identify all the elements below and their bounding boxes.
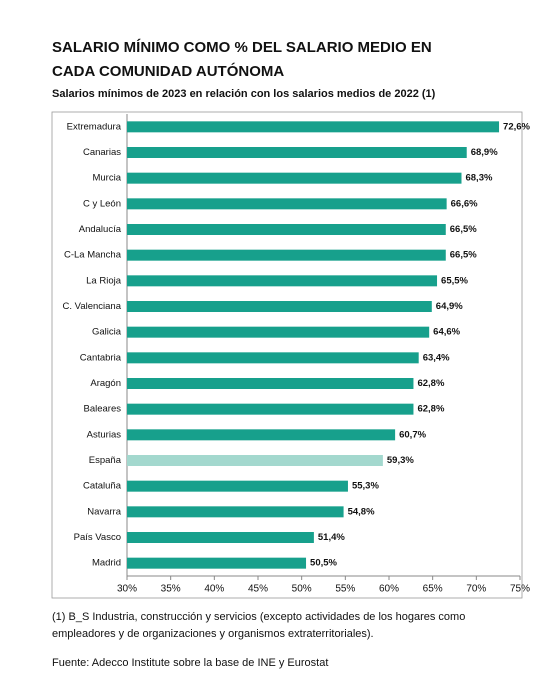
bar <box>127 121 500 133</box>
bar <box>127 301 432 312</box>
value-label: 54,8% <box>348 506 375 517</box>
x-tick-label: 45% <box>248 584 268 595</box>
x-tick-label: 35% <box>161 584 181 595</box>
y-tick-label: Cantabria <box>80 352 122 363</box>
value-label: 51,4% <box>318 532 345 543</box>
bar <box>127 532 314 543</box>
y-tick-label: C. Valenciana <box>63 301 122 312</box>
x-tick-label: 65% <box>423 584 443 595</box>
value-label: 66,5% <box>450 250 477 261</box>
value-label: 62,8% <box>417 378 444 389</box>
value-label: 72,6% <box>503 121 530 132</box>
y-tick-label: Asturias <box>87 429 122 440</box>
value-label: 65,5% <box>441 275 468 286</box>
value-label: 50,5% <box>310 558 337 569</box>
x-tick-label: 30% <box>117 584 137 595</box>
y-tick-label: Madrid <box>92 558 121 569</box>
value-label: 68,9% <box>471 147 498 158</box>
y-tick-label: Andalucía <box>79 224 122 235</box>
y-tick-label: C-La Mancha <box>64 250 122 261</box>
bar <box>127 249 446 261</box>
y-tick-label: Murcia <box>92 173 121 184</box>
y-tick-label: Cataluña <box>83 481 122 492</box>
bar <box>127 224 446 235</box>
footnote: (1) B_S Industria, construcción y servic… <box>52 611 466 640</box>
y-tick-label: España <box>89 455 122 466</box>
value-label: 68,3% <box>465 173 492 184</box>
bar <box>127 480 348 492</box>
bar <box>127 275 438 287</box>
bar <box>127 506 344 518</box>
x-tick-label: 55% <box>335 584 355 595</box>
y-tick-label: La Rioja <box>86 275 122 286</box>
value-label: 64,9% <box>436 301 463 312</box>
y-tick-label: Baleares <box>84 404 122 415</box>
value-label: 55,3% <box>352 481 379 492</box>
x-tick-label: 50% <box>292 584 312 595</box>
value-label: 62,8% <box>417 404 444 415</box>
y-tick-label: Canarias <box>83 147 121 158</box>
y-tick-label: Aragón <box>90 378 121 389</box>
value-label: 66,6% <box>451 198 478 209</box>
y-tick-label: C y León <box>83 198 121 209</box>
bar <box>127 352 419 364</box>
bar <box>127 557 307 569</box>
chart-subtitle: Salarios mínimos de 2023 en relación con… <box>52 88 436 100</box>
x-tick-label: 40% <box>204 584 224 595</box>
x-tick-label: 75% <box>510 584 530 595</box>
bar <box>127 403 414 415</box>
y-tick-label: Galicia <box>92 327 122 338</box>
bar <box>127 198 447 210</box>
chart: 30% 35% 40% 45% 50% 55% 60% 65% 70% 75% Extremadur… <box>51 111 531 599</box>
value-label: 60,7% <box>399 429 426 440</box>
value-label: 66,5% <box>450 224 477 235</box>
bar <box>127 147 467 158</box>
chart-frame <box>51 111 523 599</box>
chart-title: SALARIO MÍNIMO COMO % DEL SALARIO MEDIO … <box>52 39 432 80</box>
source: Fuente: Adecco Institute sobre la base d… <box>52 657 329 669</box>
bar <box>127 326 430 338</box>
y-tick-label: Extremadura <box>67 121 122 132</box>
y-tick-label: Navarra <box>87 506 122 517</box>
bar <box>127 455 383 466</box>
bar <box>127 378 414 389</box>
x-tick-label: 70% <box>466 584 486 595</box>
value-label: 59,3% <box>387 455 414 466</box>
value-label: 63,4% <box>423 352 450 363</box>
y-tick-label: País Vasco <box>74 532 121 543</box>
value-label: 64,6% <box>433 327 460 338</box>
x-tick-label: 60% <box>379 584 399 595</box>
bar <box>127 172 462 184</box>
bar <box>127 429 396 441</box>
